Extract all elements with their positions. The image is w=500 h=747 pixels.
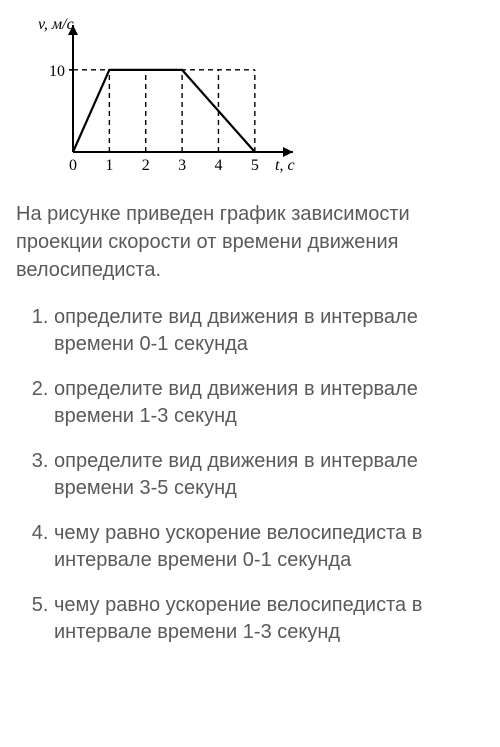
velocity-chart: 10 0 1 2 3 4 5 v, м/с t, с xyxy=(18,12,318,182)
question-item: определите вид движения в интервале врем… xyxy=(54,448,482,502)
svg-text:1: 1 xyxy=(105,157,113,174)
svg-text:3: 3 xyxy=(178,157,186,174)
svg-text:5: 5 xyxy=(251,157,259,174)
question-item: чему равно ускорение велосипедиста в инт… xyxy=(54,520,482,574)
svg-text:v, м/с: v, м/с xyxy=(38,16,74,33)
svg-text:10: 10 xyxy=(49,63,65,80)
question-item: определите вид движения в интервале врем… xyxy=(54,376,482,430)
question-item: определите вид движения в интервале врем… xyxy=(54,304,482,358)
chart-description: На рисунке приведен график зависимости п… xyxy=(16,200,484,284)
question-list: определите вид движения в интервале врем… xyxy=(10,304,490,646)
svg-text:t, с: t, с xyxy=(275,157,295,174)
svg-text:0: 0 xyxy=(69,157,77,174)
svg-text:2: 2 xyxy=(142,157,150,174)
question-item: чему равно ускорение велосипедиста в инт… xyxy=(54,592,482,646)
svg-text:4: 4 xyxy=(214,157,222,174)
